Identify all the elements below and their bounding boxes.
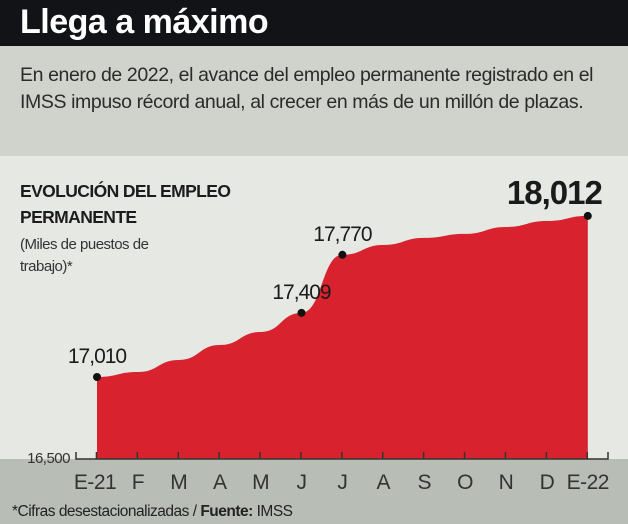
- x-tick-label: M: [170, 471, 187, 494]
- x-tick-label: J: [297, 471, 307, 494]
- footer-note: *Cifras desestacionalizadas /: [12, 503, 201, 520]
- x-tick-label: A: [213, 471, 227, 494]
- x-tick-label: J: [337, 471, 347, 494]
- x-tick-label: D: [540, 471, 555, 494]
- source-label: Fuente:: [200, 503, 253, 520]
- x-tick-label: E-22: [567, 471, 609, 494]
- data-label: 17,010: [68, 345, 127, 368]
- source: IMSS: [252, 503, 293, 520]
- chart-unit: (Miles de puestos de trabajo)*: [20, 236, 149, 275]
- data-point: [583, 211, 592, 220]
- data-point: [93, 373, 101, 381]
- header: Llega a máximo: [0, 0, 628, 46]
- footer: *Cifras desestacionalizadas / Fuente: IM…: [12, 503, 293, 521]
- x-tick-label: O: [457, 471, 473, 494]
- chart-title: EVOLUCIÓN DEL EMPLEO PERMANENTE: [20, 181, 231, 227]
- page-title: Llega a máximo: [20, 3, 269, 41]
- area-series: [97, 215, 588, 459]
- x-tick-label: M: [252, 471, 269, 494]
- x-tick-label: N: [499, 471, 514, 494]
- x-tick-label: E-21: [74, 471, 116, 494]
- subtitle: En enero de 2022, el avance del empleo p…: [20, 64, 594, 113]
- data-point: [297, 308, 306, 317]
- x-tick-label: A: [377, 471, 391, 494]
- x-tick-label: S: [417, 471, 431, 494]
- footer-band: [0, 459, 628, 524]
- data-label: 17,770: [313, 223, 372, 246]
- data-label: 18,012: [507, 174, 603, 211]
- x-tick-label: F: [132, 471, 144, 494]
- subtitle-band: En enero de 2022, el avance del empleo p…: [0, 46, 628, 156]
- y-tick-label: 16,500: [27, 450, 70, 467]
- data-label: 17,409: [272, 281, 331, 304]
- data-point: [338, 250, 347, 259]
